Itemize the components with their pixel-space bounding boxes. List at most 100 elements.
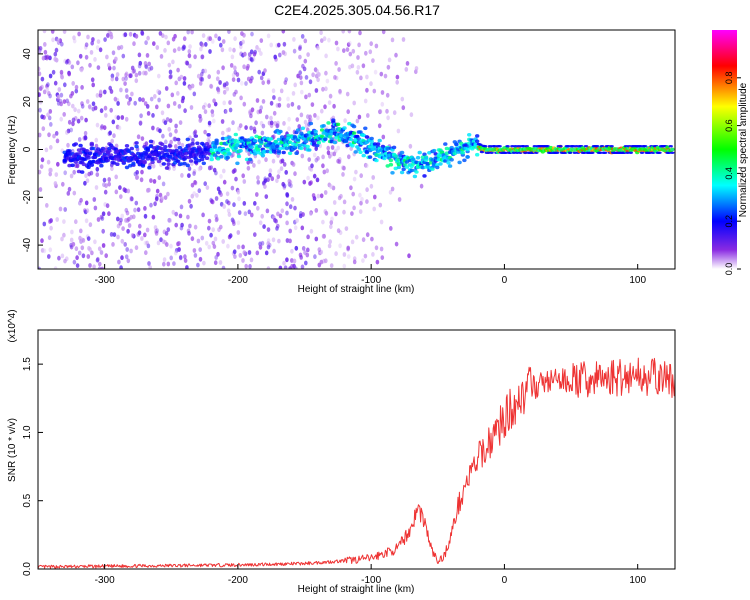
heatmap-cell (290, 197, 295, 202)
heatmap-cell (409, 112, 414, 118)
heatmap-cell (282, 183, 287, 189)
heatmap-cell (503, 151, 509, 154)
heatmap-cell (443, 159, 448, 163)
heatmap-cell (153, 156, 158, 161)
heatmap-cell (166, 162, 171, 166)
heatmap-cell (192, 171, 196, 176)
heatmap-cell (168, 74, 173, 80)
heatmap-cell (54, 172, 59, 178)
heatmap-cell (285, 220, 289, 226)
snr-plot-area (38, 357, 675, 569)
heatmap-cell (260, 240, 265, 246)
heatmap-cell (408, 143, 413, 149)
snr-y-tick-label: 0.5 (22, 493, 33, 507)
heatmap-cell (130, 65, 135, 71)
heatmap-cell (364, 135, 370, 139)
heatmap-cell (278, 129, 283, 134)
heatmap-cell (55, 217, 59, 222)
heatmap-cell (324, 53, 328, 59)
heatmap-cell (357, 42, 361, 48)
heatmap-cell (302, 179, 307, 185)
heatmap-cell (95, 45, 100, 50)
heatmap-cell (221, 130, 225, 136)
heatmap-cell (365, 199, 369, 205)
heatmap-cell (206, 137, 210, 143)
heatmap-cell (58, 206, 63, 212)
heatmap-cell (188, 159, 194, 163)
heatmap-cell (187, 230, 191, 236)
heatmap-cell (171, 59, 175, 65)
heatmap-cell (112, 232, 117, 238)
heatmap-cell (274, 218, 278, 224)
heatmap-cell (44, 147, 49, 153)
heatmap-cell (292, 135, 298, 139)
heatmap-cell (342, 263, 347, 269)
heatmap-cell (200, 42, 205, 48)
heatmap-cell (46, 159, 51, 165)
heatmap-cell (180, 222, 184, 228)
heatmap-cell (259, 140, 264, 144)
heatmap-cell (250, 75, 254, 81)
heatmap-cell (107, 62, 111, 68)
heatmap-cell (150, 160, 155, 165)
heatmap-cell (396, 128, 401, 134)
heatmap-cell (128, 96, 132, 102)
heatmap-cell (207, 218, 212, 224)
heatmap-cell (366, 113, 370, 118)
heatmap-cell (186, 30, 190, 35)
heatmap-cell (310, 102, 315, 107)
heatmap-cell (294, 245, 299, 251)
heatmap-cell (603, 151, 608, 154)
heatmap-cell (285, 193, 290, 198)
heatmap-cell (264, 194, 269, 200)
snr-y-tick-label: 1.5 (22, 357, 33, 371)
heatmap-cell (219, 224, 223, 230)
heatmap-cell (240, 136, 245, 140)
heatmap-cell (56, 94, 61, 100)
heatmap-cell (74, 246, 79, 252)
heatmap-cell (236, 189, 241, 195)
heatmap-cell (352, 259, 357, 265)
heatmap-cell (38, 92, 42, 98)
heatmap-cell (284, 170, 289, 175)
heatmap-cell (177, 46, 181, 52)
heatmap-cell (378, 109, 383, 114)
heatmap-cell (209, 232, 213, 238)
heatmap-cell (234, 176, 238, 182)
heatmap-cell (225, 191, 230, 197)
heatmap-cell (292, 263, 296, 269)
heatmap-cell (66, 128, 71, 134)
heatmap-cell (351, 124, 357, 129)
heatmap-cell (38, 132, 42, 138)
heatmap-cell (115, 162, 120, 166)
heatmap-cell (114, 189, 119, 195)
heatmap-cell (256, 148, 261, 152)
heatmap-cell (176, 137, 181, 142)
heatmap-cell (147, 261, 151, 266)
heatmap-cell (73, 142, 79, 146)
heatmap-cell (114, 174, 118, 180)
heatmap-cell (180, 142, 185, 148)
heatmap-cell (336, 145, 341, 151)
heatmap-cell (84, 42, 89, 48)
heatmap-cell (236, 230, 241, 235)
heatmap-cell (193, 160, 198, 164)
heatmap-cell (306, 247, 310, 253)
heatmap-cell (209, 83, 213, 89)
heatmap-cell (387, 57, 392, 63)
heatmap-cell (260, 213, 265, 219)
heatmap-cell (235, 72, 240, 77)
heatmap-cell (104, 183, 108, 189)
heatmap-cell (165, 117, 170, 122)
heatmap-cell (290, 258, 294, 263)
heatmap-cell (361, 258, 365, 263)
heatmap-cell (148, 139, 154, 144)
heatmap-cell (222, 204, 226, 209)
heatmap-cell (282, 121, 286, 126)
heatmap-cell (365, 74, 369, 80)
snr-series-line (38, 357, 675, 569)
heatmap-cell (162, 257, 167, 262)
heatmap-cell (67, 101, 71, 107)
heatmap-cell (309, 117, 313, 123)
heatmap-cell (203, 102, 208, 108)
